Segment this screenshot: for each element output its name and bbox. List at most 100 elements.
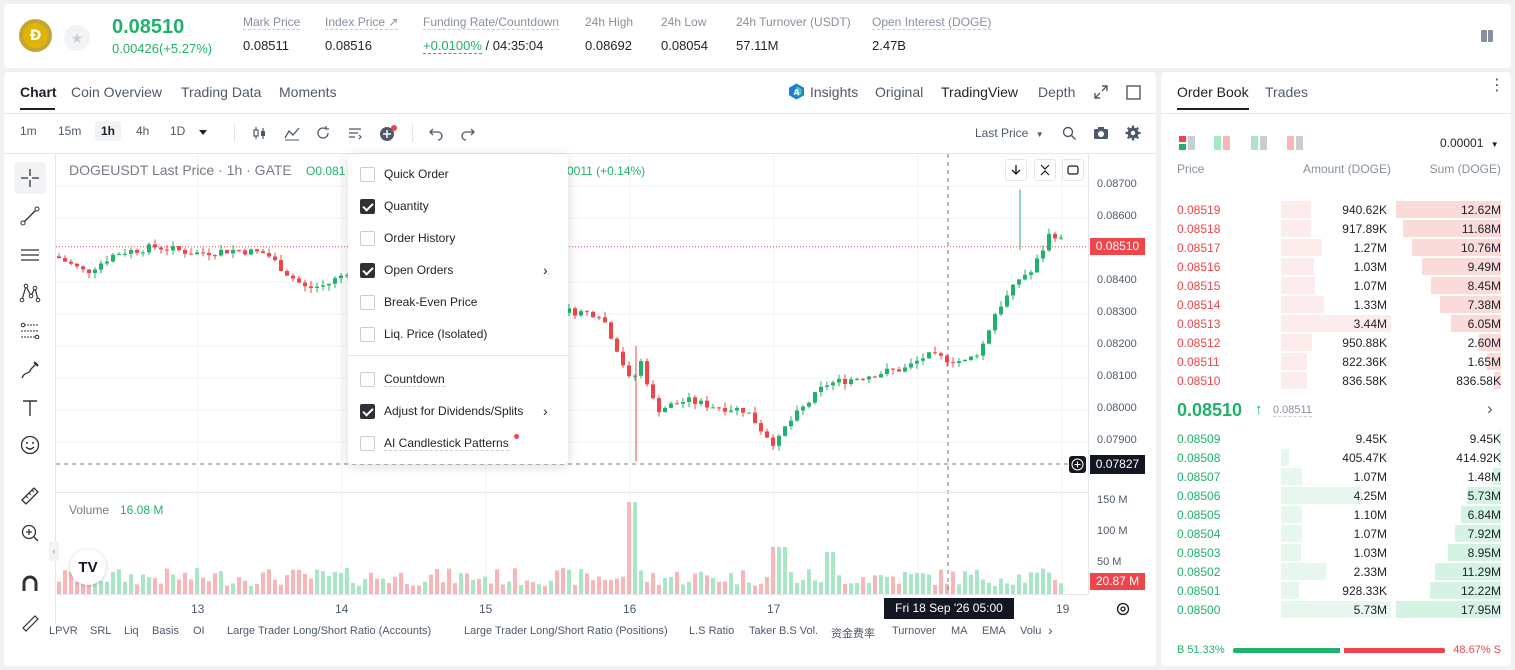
compare-refresh-icon[interactable] xyxy=(315,125,331,144)
camera-icon[interactable] xyxy=(1093,126,1109,144)
indicator-lt-ratio-accounts[interactable]: Large Trader Long/Short Ratio (Accounts) xyxy=(227,625,432,637)
settings-gear-icon[interactable] xyxy=(1125,125,1141,144)
add-alert-plus-icon[interactable] xyxy=(1069,456,1086,473)
book-icon[interactable] xyxy=(1478,27,1496,45)
pattern-tool-icon[interactable] xyxy=(14,277,46,309)
draw-lock-tool-icon[interactable] xyxy=(14,605,46,637)
more-options-icon[interactable]: ⋮ xyxy=(1489,77,1505,94)
magnet-tool-icon[interactable] xyxy=(14,568,46,600)
ask-row[interactable]: 0.08518 917.89K 11.68M xyxy=(1161,219,1511,238)
ask-row[interactable]: 0.08513 3.44M 6.05M xyxy=(1161,314,1511,333)
menu-item-liq-price[interactable]: Liq. Price (Isolated) xyxy=(348,320,568,348)
bid-row[interactable]: 0.08505 1.10M 6.84M xyxy=(1161,505,1511,524)
ruler-tool-icon[interactable] xyxy=(14,480,46,512)
tab-moments[interactable]: Moments xyxy=(279,84,337,100)
checkbox-open-orders[interactable] xyxy=(360,262,375,278)
bid-row[interactable]: 0.08507 1.07M 1.48M xyxy=(1161,467,1511,486)
collapse-toolbar-icon[interactable]: ‹ xyxy=(49,541,59,561)
menu-item-countdown[interactable]: Countdown xyxy=(348,365,568,393)
ask-row[interactable]: 0.08512 950.88K 2.60M xyxy=(1161,333,1511,352)
bid-row[interactable]: 0.08508 405.47K 414.92K xyxy=(1161,448,1511,467)
crosshair-tool-icon[interactable] xyxy=(14,162,46,194)
tab-order-book[interactable]: Order Book xyxy=(1177,84,1249,100)
view-bids-icon[interactable] xyxy=(1251,136,1267,153)
indicators-icon[interactable] xyxy=(284,125,300,144)
indicator-srl[interactable]: SRL xyxy=(90,625,112,637)
checkbox-break-even[interactable] xyxy=(360,294,375,310)
ask-row[interactable]: 0.08511 822.36K 1.65M xyxy=(1161,352,1511,371)
bid-row[interactable]: 0.08500 5.73M 17.95M xyxy=(1161,600,1511,619)
chevron-right-icon[interactable]: › xyxy=(1487,399,1493,418)
indicator-funding-rate[interactable]: 资金费率 xyxy=(831,628,875,640)
view-original[interactable]: Original xyxy=(875,84,924,100)
checkbox-liq-price[interactable] xyxy=(360,326,375,342)
indicator-taker-vol[interactable]: Taker B.S Vol. xyxy=(749,625,819,637)
timeframe-1d[interactable]: 1D xyxy=(170,124,186,138)
indicator-ema[interactable]: EMA xyxy=(982,625,1006,637)
ask-row[interactable]: 0.08514 1.33M 7.38M xyxy=(1161,295,1511,314)
price-source-select[interactable]: Last Price ▼ xyxy=(975,126,1044,140)
timeframe-4h[interactable]: 4h xyxy=(136,124,150,138)
checkbox-quick-order[interactable] xyxy=(360,166,375,182)
horizontal-lines-tool-icon[interactable] xyxy=(14,239,46,271)
stat-funding-label[interactable]: Funding Rate/Countdown xyxy=(423,15,560,30)
chart-settings-icon[interactable] xyxy=(1115,601,1131,620)
expand-icon[interactable] xyxy=(1093,84,1109,103)
indicator-turnover[interactable]: Turnover xyxy=(892,625,936,637)
ask-row[interactable]: 0.08515 1.07M 8.45M xyxy=(1161,276,1511,295)
templates-icon[interactable] xyxy=(347,125,363,144)
tab-chart[interactable]: Chart xyxy=(20,84,57,100)
ask-row[interactable]: 0.08519 940.62K 12.62M xyxy=(1161,200,1511,219)
indicator-ls-ratio[interactable]: L.S Ratio xyxy=(689,625,735,637)
collapse-arrows-icon[interactable] xyxy=(1034,159,1056,181)
bid-row[interactable]: 0.08503 1.03M 8.95M xyxy=(1161,543,1511,562)
indicator-volume[interactable]: Volu xyxy=(1020,625,1042,637)
checkbox-ai-candlestick[interactable] xyxy=(360,435,375,451)
view-depth[interactable]: Depth xyxy=(1038,84,1076,100)
view-asks-icon[interactable] xyxy=(1287,136,1303,153)
favorite-star-icon[interactable]: ★ xyxy=(64,25,90,51)
menu-item-adjust-dividends[interactable]: Adjust for Dividends/Splits › xyxy=(348,397,568,425)
indicator-basis[interactable]: Basis xyxy=(152,625,179,637)
timeframe-1m[interactable]: 1m xyxy=(20,124,37,138)
menu-item-quick-order[interactable]: Quick Order xyxy=(348,160,568,188)
brush-tool-icon[interactable] xyxy=(14,354,46,386)
tab-coin-overview[interactable]: Coin Overview xyxy=(71,84,163,100)
ask-row[interactable]: 0.08510 836.58K 836.58K xyxy=(1161,371,1511,390)
tab-trading-data[interactable]: Trading Data xyxy=(181,84,262,100)
bid-row[interactable]: 0.08504 1.07M 7.92M xyxy=(1161,524,1511,543)
candlestick-chart[interactable] xyxy=(56,154,1088,594)
stat-index-price-label[interactable]: Index Price ↗ xyxy=(325,15,399,30)
indicator-liq[interactable]: Liq xyxy=(124,625,139,637)
layout-toggle-icon[interactable] xyxy=(1062,159,1084,181)
menu-item-quantity[interactable]: Quantity xyxy=(348,192,568,220)
search-icon[interactable] xyxy=(1062,126,1077,144)
indicators-scroll-right-icon[interactable]: › xyxy=(1048,622,1053,638)
view-depth-icon[interactable] xyxy=(1214,136,1230,153)
precision-select[interactable]: 0.00001 ▼ xyxy=(1440,136,1499,150)
menu-item-open-orders[interactable]: Open Orders › xyxy=(348,256,568,284)
fib-tool-icon[interactable] xyxy=(14,315,46,347)
zoom-in-tool-icon[interactable] xyxy=(14,517,46,549)
redo-icon[interactable] xyxy=(460,125,476,144)
checkbox-countdown[interactable] xyxy=(360,371,375,387)
scroll-down-icon[interactable] xyxy=(1005,159,1027,181)
checkbox-adjust-dividends[interactable] xyxy=(360,403,375,419)
bid-row[interactable]: 0.08501 928.33K 12.22M xyxy=(1161,581,1511,600)
view-both-icon[interactable] xyxy=(1179,136,1195,153)
timeframe-1h[interactable]: 1h xyxy=(95,121,122,141)
indicator-lpvr[interactable]: LPVR xyxy=(49,625,78,637)
ask-row[interactable]: 0.08517 1.27M 10.76M xyxy=(1161,238,1511,257)
bid-row[interactable]: 0.08509 9.45K 9.45K xyxy=(1161,429,1511,448)
indicator-lt-ratio-positions[interactable]: Large Trader Long/Short Ratio (Positions… xyxy=(464,625,668,637)
ask-row[interactable]: 0.08516 1.03M 9.49M xyxy=(1161,257,1511,276)
stat-mark-price-label[interactable]: Mark Price xyxy=(243,15,301,30)
undo-icon[interactable] xyxy=(428,125,444,144)
bid-row[interactable]: 0.08502 2.33M 11.29M xyxy=(1161,562,1511,581)
candle-type-icon[interactable] xyxy=(252,125,268,144)
view-tradingview[interactable]: TradingView xyxy=(941,84,1019,100)
stat-open-interest-label[interactable]: Open Interest (DOGE) xyxy=(872,15,992,30)
tab-trades[interactable]: Trades xyxy=(1265,84,1309,100)
bid-row[interactable]: 0.08506 4.25M 5.73M xyxy=(1161,486,1511,505)
menu-item-order-history[interactable]: Order History xyxy=(348,224,568,252)
